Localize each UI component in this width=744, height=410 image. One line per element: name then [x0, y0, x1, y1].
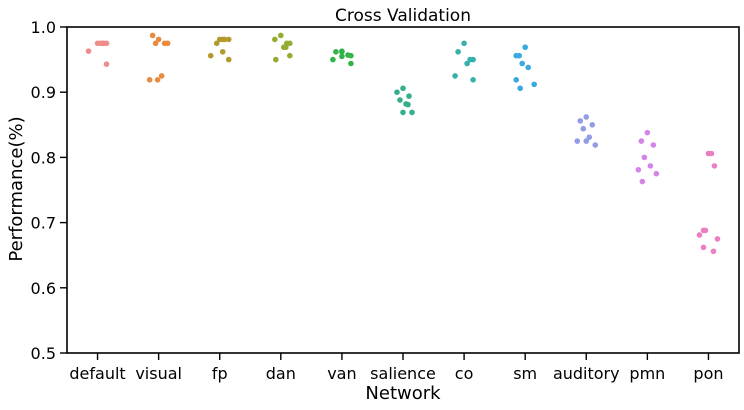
point-salience [400, 109, 406, 116]
point-co [470, 56, 476, 63]
y-tick-label: 0.6 [31, 279, 56, 298]
point-auditory [586, 134, 593, 140]
y-axis: 0.5 0.6 0.7 0.8 0.9 1.0 [31, 18, 67, 363]
point-van [339, 48, 345, 55]
data-points [85, 32, 721, 255]
point-van [348, 60, 354, 67]
point-pmn [644, 129, 651, 136]
point-salience [394, 89, 400, 95]
point-default [100, 40, 107, 47]
point-visual [146, 77, 153, 83]
x-tick-label-pmn: pmn [629, 364, 665, 383]
point-sm [513, 52, 519, 59]
point-pon [708, 150, 715, 157]
point-auditory [577, 118, 584, 124]
point-fp [207, 52, 214, 59]
point-auditory [583, 114, 590, 120]
point-pon [700, 227, 707, 234]
x-tick-label-dan: dan [266, 364, 296, 383]
point-pmn [653, 170, 660, 177]
x-tick-label-fp: fp [212, 364, 228, 383]
point-visual [154, 77, 161, 83]
point-sm [513, 77, 519, 83]
point-dan [272, 36, 278, 43]
y-tick-label: 0.8 [31, 148, 56, 167]
point-fp [219, 48, 226, 55]
plot-border [66, 26, 740, 354]
point-dan [278, 32, 284, 39]
y-tick-label: 1.0 [31, 18, 56, 37]
x-tick-label-default: default [69, 364, 125, 383]
point-salience [409, 109, 415, 116]
point-sm [525, 64, 531, 71]
point-salience [406, 93, 412, 99]
point-visual [155, 36, 162, 43]
x-tick-label-sm: sm [513, 364, 537, 383]
point-van [330, 56, 336, 63]
y-tick-label: 0.9 [31, 83, 56, 102]
x-axis-title: Network [365, 383, 441, 404]
point-pmn [650, 142, 657, 148]
point-default [103, 61, 110, 67]
point-van [339, 53, 345, 60]
point-visual [149, 32, 156, 39]
x-tick-label-auditory: auditory [553, 364, 620, 383]
point-sm [517, 85, 523, 92]
point-salience [400, 85, 406, 92]
point-pmn [647, 163, 654, 169]
x-tick-label-visual: visual [135, 364, 182, 383]
point-fp [225, 56, 232, 63]
point-dan [273, 56, 279, 63]
point-fp [221, 36, 228, 43]
point-pmn [641, 154, 648, 161]
point-co [455, 48, 461, 55]
point-visual [158, 73, 165, 79]
point-fp [225, 36, 232, 43]
point-auditory [583, 138, 590, 144]
point-dan [283, 44, 289, 51]
point-pon [711, 163, 718, 169]
point-sm [522, 44, 528, 51]
x-tick-label-salience: salience [370, 364, 436, 383]
point-sm [519, 60, 525, 67]
point-auditory [592, 142, 599, 148]
point-visual [164, 40, 171, 47]
point-default [85, 48, 92, 54]
y-tick-label: 0.5 [31, 344, 56, 363]
point-van [348, 52, 354, 59]
point-pon [710, 248, 717, 255]
point-dan [287, 40, 293, 47]
point-visual [152, 40, 159, 47]
x-tick-label-pon: pon [693, 364, 723, 383]
y-tick-label: 0.7 [31, 214, 56, 233]
point-salience [405, 101, 411, 108]
point-sm [531, 81, 537, 88]
point-dan [287, 52, 293, 59]
point-salience [397, 97, 403, 103]
x-tick-label-co: co [455, 364, 474, 383]
plot-frame [66, 26, 740, 354]
point-auditory [589, 122, 596, 128]
point-van [333, 48, 339, 55]
point-pon [714, 236, 721, 242]
point-fp [213, 40, 220, 47]
point-pon [700, 244, 707, 251]
point-pmn [638, 138, 645, 144]
point-auditory [580, 125, 587, 132]
point-pmn [635, 166, 642, 173]
point-co [452, 73, 458, 79]
y-axis-title: Performance(%) [6, 116, 27, 261]
point-auditory [574, 138, 581, 144]
point-pmn [639, 178, 646, 185]
x-tick-label-van: van [327, 364, 356, 383]
point-pon [696, 232, 703, 238]
point-co [464, 60, 470, 67]
chart-title: Cross Validation [335, 6, 471, 26]
x-axis: default visual fp dan van salience co sm auditor… [69, 353, 724, 383]
point-co [470, 77, 476, 83]
point-co [461, 40, 467, 47]
